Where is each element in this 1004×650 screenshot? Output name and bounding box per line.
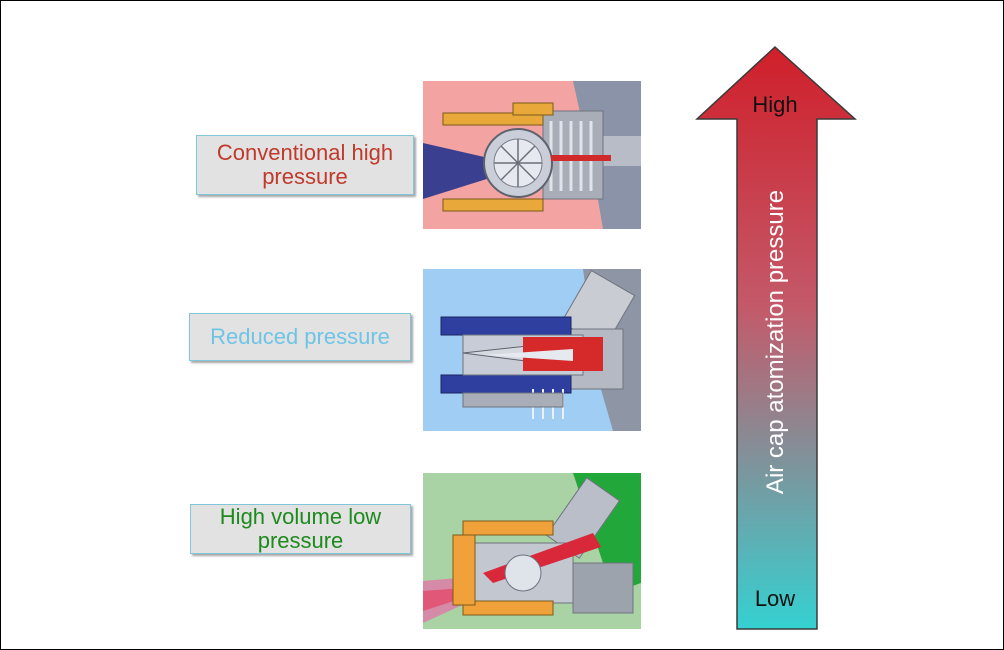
conventional-spray-gun-icon <box>423 81 641 229</box>
conventional-label-line2: pressure <box>262 164 348 189</box>
reduced-pressure-spray-gun-icon <box>440 269 641 431</box>
high-volume-low-pressure-label: High volume low pressure <box>190 504 411 554</box>
hvlp-spray-gun-icon <box>423 473 641 623</box>
arrow-high-label: High <box>752 92 797 117</box>
arrow-shape <box>695 45 857 630</box>
reduced-label-text: Reduced pressure <box>210 324 390 349</box>
reduced-pressure-label: Reduced pressure <box>189 313 411 361</box>
conventional-high-pressure-label: Conventional high pressure <box>196 135 414 195</box>
arrow-axis-label: Air cap atomization pressure <box>762 190 789 494</box>
arrow-low-label: Low <box>755 586 795 611</box>
hvlp-label-line1: High volume low <box>219 504 382 529</box>
hvlp-spray-gun-panel <box>423 473 641 629</box>
hvlp-label-line2: pressure <box>257 528 344 553</box>
reduced-pressure-spray-gun-panel <box>423 269 641 431</box>
conventional-spray-gun-panel <box>423 81 641 229</box>
pressure-arrow: High Low Air cap atomization pressure <box>695 45 857 630</box>
conventional-label-line1: Conventional high <box>216 140 394 165</box>
